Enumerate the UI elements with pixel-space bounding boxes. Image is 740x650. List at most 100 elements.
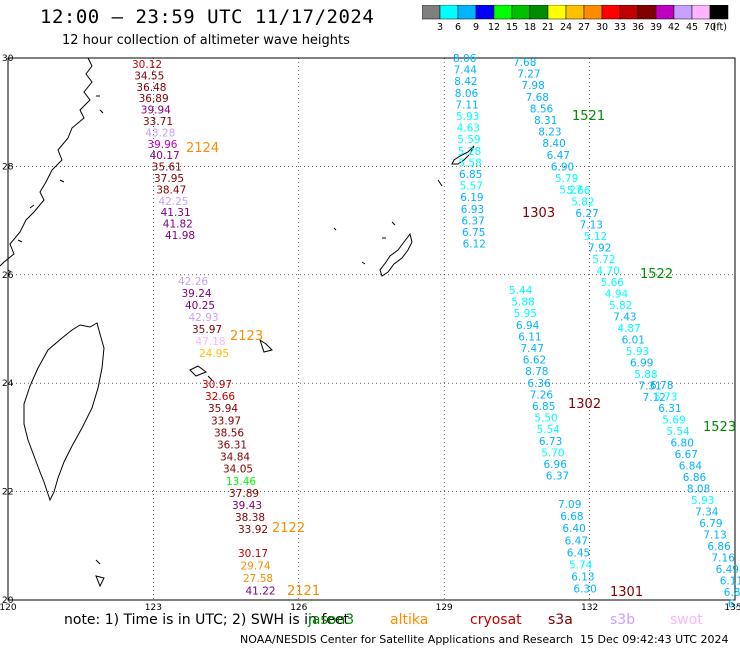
wave-height-label: 37.89 bbox=[229, 488, 259, 500]
track-id-label: 1521 bbox=[572, 109, 605, 124]
wave-height-label: 6.01 bbox=[622, 335, 645, 347]
longitude-label: 123 bbox=[145, 603, 162, 610]
wave-height-label: 6.27 bbox=[575, 208, 598, 220]
wave-height-label: 7.09 bbox=[558, 499, 581, 511]
colorbar-tick-label: 33 bbox=[614, 22, 626, 33]
wave-height-label: 6.19 bbox=[460, 192, 483, 204]
wave-height-label: 6.73 bbox=[539, 436, 562, 448]
track-id-label: 1301 bbox=[610, 585, 643, 600]
wave-height-label: 8.40 bbox=[542, 138, 565, 150]
colorbar-tick-label: 9 bbox=[473, 22, 479, 33]
wave-height-label: 5.50 bbox=[534, 413, 557, 425]
wave-height-label: 39.43 bbox=[232, 500, 262, 512]
wave-height-label: 34.84 bbox=[220, 452, 250, 464]
wave-height-label: 38.56 bbox=[214, 427, 244, 439]
wave-height-label: 7.26 bbox=[530, 389, 554, 401]
wave-height-label: 6.86 bbox=[683, 472, 707, 484]
wave-height-label: 38.47 bbox=[156, 184, 186, 196]
track-1523: 6.785.736.315.695.546.806.676.846.868.08… bbox=[650, 380, 740, 610]
latitude-label: 20 bbox=[2, 596, 14, 606]
footer-credit: NOAA/NESDIS Center for Satellite Applica… bbox=[240, 633, 574, 646]
wave-height-label: 6.75 bbox=[462, 227, 485, 239]
wave-height-label: 43.28 bbox=[145, 127, 175, 139]
china-coast-islands bbox=[7, 95, 104, 273]
wave-height-label: 7.92 bbox=[588, 243, 611, 255]
wave-height-label: 6.68 bbox=[560, 511, 583, 523]
wave-height-label: 41.98 bbox=[165, 230, 195, 242]
wave-height-label: 6.30 bbox=[573, 584, 596, 596]
wave-height-label: 6.93 bbox=[461, 204, 484, 216]
wave-height-label: 8.56 bbox=[530, 103, 554, 115]
longitude-label: 132 bbox=[581, 603, 598, 610]
longitude-label: 126 bbox=[290, 603, 307, 610]
wave-height-label: 6. bbox=[728, 599, 738, 611]
latitude-label: 24 bbox=[2, 379, 14, 389]
wave-height-label: 5.93 bbox=[691, 495, 714, 507]
wave-height-label: 6.84 bbox=[679, 461, 703, 473]
amami-island bbox=[451, 145, 475, 165]
track-2124: 30.1234.5536.4836.8939.9433.7143.2839.96… bbox=[132, 59, 219, 242]
colorbar-swatch bbox=[709, 5, 729, 20]
wave-height-label: 5.59 bbox=[457, 134, 480, 146]
latitude-label: 30 bbox=[2, 54, 14, 64]
wave-height-label: 33.71 bbox=[143, 116, 173, 128]
wave-height-label: 41.31 bbox=[161, 207, 191, 219]
wave-height-label: 7.13 bbox=[703, 530, 726, 542]
wave-height-label: 6.86 bbox=[707, 541, 731, 553]
wave-height-label: 40.25 bbox=[185, 300, 215, 312]
taiwan-coastline bbox=[23, 322, 105, 502]
wave-height-label: 6.11 bbox=[518, 331, 541, 343]
colorbar-tick-label: 42 bbox=[668, 22, 680, 33]
wave-height-label: 35.94 bbox=[208, 403, 238, 415]
wave-height-label: 27.58 bbox=[243, 573, 273, 585]
wave-height-label: 6.36 bbox=[527, 378, 551, 390]
wave-height-label: 42.93 bbox=[189, 312, 219, 324]
wave-height-label: 38.38 bbox=[235, 512, 265, 524]
wave-height-label: 7.47 bbox=[521, 343, 544, 355]
track-1303: 8.067.448.428.067.115.934.635.595.285.58… bbox=[453, 53, 555, 251]
longitude-label: 129 bbox=[436, 603, 453, 610]
wave-height-label: 5.93 bbox=[456, 111, 479, 123]
wave-height-label: 30.12 bbox=[132, 59, 162, 71]
wave-height-label: 5.44 bbox=[509, 285, 533, 297]
wave-height-label: 7.11 bbox=[455, 99, 478, 111]
wave-height-label: 36.48 bbox=[136, 82, 166, 94]
colorbar-tick-label: 24 bbox=[560, 22, 572, 33]
wave-height-label: 7.68 bbox=[526, 92, 549, 104]
legend-swot: swot bbox=[670, 612, 703, 628]
wave-height-label: 5.82 bbox=[609, 300, 632, 312]
wave-height-label: 30.17 bbox=[238, 548, 268, 560]
wave-height-label: 8.31 bbox=[534, 115, 557, 127]
wave-height-label: 4.70 bbox=[596, 266, 619, 278]
wave-height-label: 6.37 bbox=[461, 215, 484, 227]
track-1302: 5.445.885.956.946.117.476.628.786.367.26… bbox=[509, 285, 601, 483]
wave-height-label: 5.82 bbox=[571, 197, 594, 209]
track-id-label: 2121 bbox=[287, 584, 320, 599]
wave-height-label: 41.82 bbox=[163, 219, 193, 231]
wave-height-label: 34.05 bbox=[223, 464, 253, 476]
wave-height-label: 8.06 bbox=[453, 53, 477, 65]
latitude-label: 28 bbox=[2, 162, 14, 172]
wave-height-label: 36.89 bbox=[139, 93, 169, 105]
wave-height-label: 8.42 bbox=[454, 76, 477, 88]
wave-height-label: 39.94 bbox=[141, 105, 171, 117]
wave-height-label: 5.79 bbox=[555, 173, 578, 185]
wave-height-label: 4.63 bbox=[457, 123, 480, 135]
wave-height-label: 7.34 bbox=[695, 507, 719, 519]
wave-height-label: 5.70 bbox=[541, 447, 564, 459]
colorbar-tick-label: 36 bbox=[632, 22, 644, 33]
wave-height-label: 42.25 bbox=[158, 196, 188, 208]
wave-height-label: 5.58 bbox=[458, 157, 481, 169]
wave-height-label: 7.27 bbox=[517, 69, 540, 81]
wave-height-label: 8.06 bbox=[455, 88, 479, 100]
track-id-label: 1522 bbox=[640, 267, 673, 282]
map-frame bbox=[7, 57, 736, 601]
footer-timestamp: 15 Dec 09:42:43 UTC 2024 bbox=[580, 633, 729, 646]
lat-lon-grid bbox=[7, 57, 736, 601]
wave-height-label: 39.96 bbox=[147, 139, 177, 151]
track-id-label: 2124 bbox=[186, 141, 219, 156]
wave-height-label: 35.61 bbox=[152, 162, 182, 174]
wave-height-label: 34.55 bbox=[134, 70, 164, 82]
